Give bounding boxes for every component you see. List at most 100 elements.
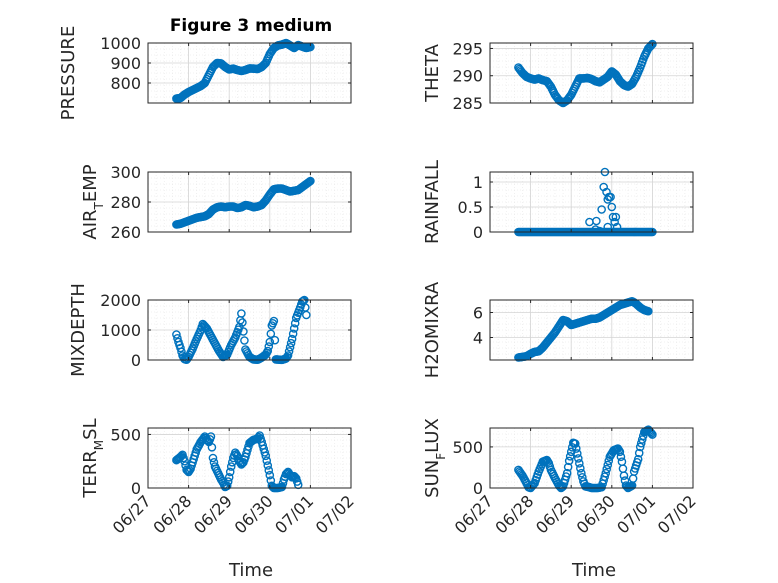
subplot-rainfall: 0 0.5 1 RAINFALL xyxy=(422,160,694,244)
data-point xyxy=(603,222,613,232)
data-point xyxy=(225,467,235,477)
data-point xyxy=(592,216,601,226)
data-point xyxy=(611,212,621,222)
data-point xyxy=(182,465,191,475)
data-point xyxy=(238,318,247,327)
y-axis-label-sunflux: SUNFLUX xyxy=(422,418,448,498)
data-point xyxy=(265,470,275,480)
data-point xyxy=(597,205,606,214)
x-tick-label: 06/28 xyxy=(491,491,537,537)
data-point xyxy=(648,39,657,49)
data-point xyxy=(576,463,585,473)
data-point xyxy=(595,226,604,236)
data-point xyxy=(557,482,567,492)
subplot-theta: 285 290 295 THETA xyxy=(422,39,694,113)
y-tick-label: 1 xyxy=(473,173,483,192)
data-point xyxy=(565,452,575,461)
data-point xyxy=(635,442,645,452)
data-point xyxy=(286,338,296,348)
data-point xyxy=(290,318,300,328)
data-point xyxy=(287,334,297,344)
axes-box xyxy=(489,299,694,361)
data-point xyxy=(602,464,612,474)
y-tick-label: 280 xyxy=(110,193,141,212)
data-point xyxy=(277,482,287,492)
y-axis-label-airtemp: AIRTEMP xyxy=(80,164,106,239)
y-axis-label-terrmsl: TERRMSL xyxy=(80,418,106,498)
y-tick-label: 0 xyxy=(131,479,141,498)
y-axis-label-h2omixra: H2OMIXRA xyxy=(422,281,443,378)
axes-box xyxy=(489,427,694,489)
data-point xyxy=(264,466,274,475)
y-tick-label: 295 xyxy=(452,39,483,58)
data-point xyxy=(172,330,181,339)
x-tick-label: 07/02 xyxy=(654,491,700,537)
data-point xyxy=(264,342,274,351)
x-tick-label: 06/30 xyxy=(573,491,619,537)
data-point xyxy=(262,456,272,465)
data-point xyxy=(288,329,298,339)
y-tick-label: 0.5 xyxy=(458,198,483,217)
data-point xyxy=(283,351,293,360)
axes-box xyxy=(489,42,694,104)
data-point xyxy=(289,324,299,333)
data-point xyxy=(269,316,279,326)
y-tick-label: 0 xyxy=(473,479,483,498)
subplot-mixdepth: 0 1000 2000 MIXDEPTH xyxy=(68,283,352,377)
data-point xyxy=(636,438,646,448)
data-point xyxy=(608,212,618,222)
data-point xyxy=(207,442,217,452)
data-point xyxy=(177,347,186,357)
data-point xyxy=(633,454,643,464)
y-tick-label: 260 xyxy=(110,223,141,242)
axes-box xyxy=(489,171,694,233)
y-tick-label: 290 xyxy=(452,67,483,86)
data-point xyxy=(563,462,573,472)
x-tick-label: 07/01 xyxy=(271,491,317,537)
data-point xyxy=(240,336,249,345)
x-tick-label: 06/29 xyxy=(532,491,578,537)
x-tick-label: 06/28 xyxy=(149,491,195,537)
subplot-h2omixra: 4 6 H2OMIXRA xyxy=(422,281,694,378)
x-tick-label: 06/29 xyxy=(190,491,236,537)
y-axis-label-mixdepth: MIXDEPTH xyxy=(68,283,89,377)
data-point xyxy=(223,477,233,486)
data-point xyxy=(575,459,584,468)
data-point xyxy=(266,329,276,339)
data-point xyxy=(644,306,653,316)
data-point xyxy=(603,460,613,470)
data-point xyxy=(570,439,580,448)
y-tick-label: 500 xyxy=(110,425,141,444)
data-point xyxy=(562,468,572,478)
figure-title: Figure 3 medium xyxy=(170,16,332,36)
axes-box xyxy=(147,42,352,104)
data-point xyxy=(284,347,294,356)
data-point xyxy=(263,461,273,470)
data-point xyxy=(261,451,271,461)
data-point xyxy=(577,468,586,478)
data-point xyxy=(571,444,581,453)
data-point xyxy=(601,468,611,478)
data-point xyxy=(176,343,185,353)
data-point xyxy=(263,346,273,356)
data-point xyxy=(619,471,629,480)
y-axis-label-rainfall: RAINFALL xyxy=(422,160,443,244)
y-tick-label: 1000 xyxy=(100,321,141,340)
data-point xyxy=(224,472,234,482)
data-point xyxy=(591,225,600,234)
x-tick-label: 06/27 xyxy=(451,491,497,537)
data-point xyxy=(290,472,300,482)
y-tick-label: 6 xyxy=(473,304,483,323)
x-tick-label: 07/02 xyxy=(312,491,358,537)
y-axis-label-theta: THETA xyxy=(422,43,443,103)
data-point xyxy=(606,192,615,202)
data-point xyxy=(600,472,609,481)
y-tick-label: 1000 xyxy=(100,34,141,53)
data-point xyxy=(604,456,614,466)
data-point xyxy=(206,432,216,441)
